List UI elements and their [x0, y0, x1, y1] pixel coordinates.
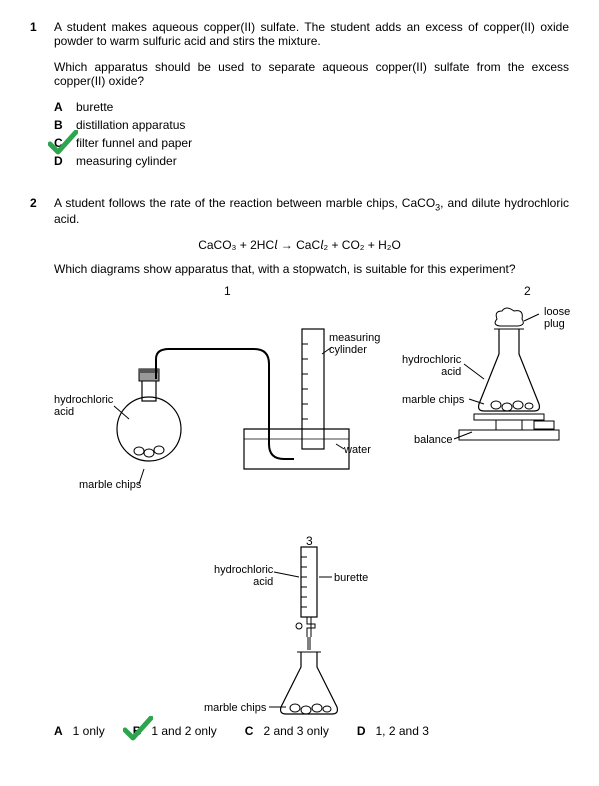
- q2-number: 2: [30, 196, 54, 210]
- q1-option-d: D measuring cylinder: [54, 154, 569, 168]
- option-text: 2 and 3 only: [263, 724, 328, 738]
- diagram-number-1: 1: [224, 284, 231, 298]
- check-icon: [48, 130, 78, 156]
- q2-diagram-3: 3 hydrochloric acid: [54, 534, 569, 714]
- q1-number: 1: [30, 20, 54, 34]
- option-letter: D: [357, 724, 366, 738]
- option-text: measuring cylinder: [76, 154, 177, 168]
- option-letter: D: [54, 154, 76, 168]
- q2-text2: Which diagrams show apparatus that, with…: [54, 262, 569, 276]
- q2-option-d: D 1, 2 and 3: [357, 724, 429, 738]
- q2-text1: A student follows the rate of the reacti…: [54, 196, 569, 226]
- q2-stem-row: 2 A student follows the rate of the reac…: [30, 196, 569, 226]
- option-letter: A: [54, 724, 63, 738]
- q1-text2: Which apparatus should be used to separa…: [54, 60, 569, 88]
- check-icon: [123, 716, 153, 742]
- q2-equation: CaCO₃ + 2HC𝘭 → CaC𝘭₂ + CO₂ + H₂O: [30, 238, 569, 252]
- q1-option-c: C filter funnel and paper: [54, 136, 569, 150]
- option-text: 1, 2 and 3: [376, 724, 429, 738]
- option-letter: C: [245, 724, 254, 738]
- q2-text1a: A student follows the rate of the reacti…: [54, 196, 435, 210]
- q1-stem-row: 1 A student makes aqueous copper(II) sul…: [30, 20, 569, 48]
- option-text: filter funnel and paper: [76, 136, 192, 150]
- q2-option-a: A 1 only: [54, 724, 105, 738]
- diagram-number-2: 2: [524, 284, 531, 298]
- option-letter: A: [54, 100, 76, 114]
- question-1: 1 A student makes aqueous copper(II) sul…: [30, 20, 569, 168]
- q1-text1: A student makes aqueous copper(II) sulfa…: [54, 20, 569, 48]
- q1-option-b: B distillation apparatus: [54, 118, 569, 132]
- option-text: 1 only: [73, 724, 105, 738]
- option-text: burette: [76, 100, 113, 114]
- leader-lines-d2: [424, 299, 594, 479]
- question-2: 2 A student follows the rate of the reac…: [30, 196, 569, 738]
- q2-options: A 1 only B 1 and 2 only C 2 and 3 only D…: [54, 724, 569, 738]
- option-text: distillation apparatus: [76, 118, 185, 132]
- q2-option-b: B 1 and 2 only: [133, 724, 217, 738]
- option-text: 1 and 2 only: [151, 724, 216, 738]
- q2-diagrams-top: 1 2 measuring: [54, 284, 569, 534]
- leader-lines-d3: [204, 542, 404, 722]
- q2-option-c: C 2 and 3 only: [245, 724, 329, 738]
- leader-lines-d1: [54, 299, 374, 509]
- q1-option-a: A burette: [54, 100, 569, 114]
